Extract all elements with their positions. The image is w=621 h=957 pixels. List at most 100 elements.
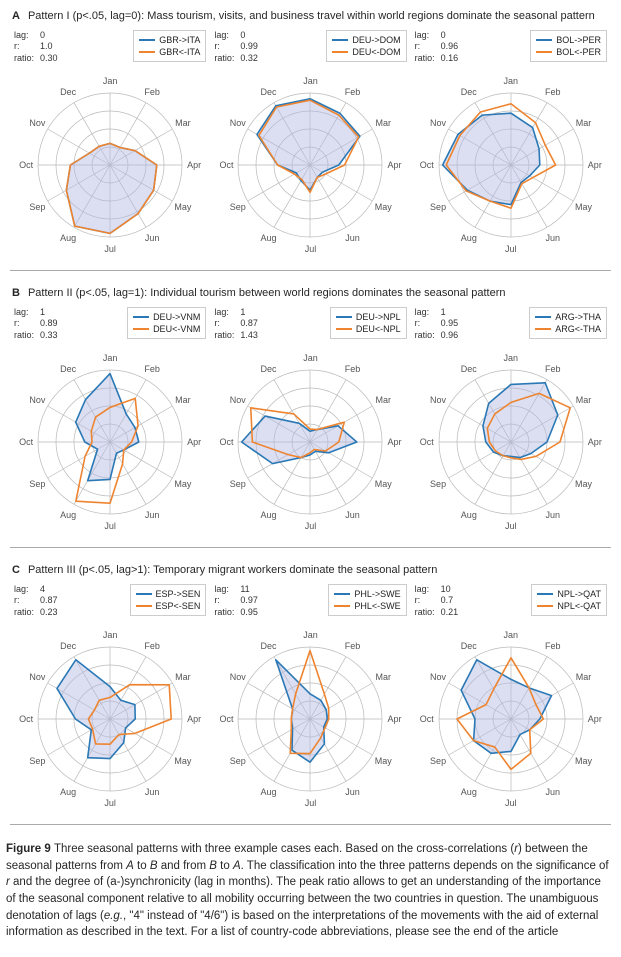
month-label: Apr [187, 160, 201, 170]
month-label: Aug [461, 233, 477, 243]
stat-value: 0.32 [240, 53, 258, 64]
radar-chart [15, 70, 205, 260]
stat-key: lag: [214, 30, 240, 41]
panel-0-1: lag:0r:0.99ratio:0.32DEU->DOMDEU<-DOMJan… [210, 30, 410, 260]
month-label: Jan [303, 76, 318, 86]
month-label: Nov [29, 395, 45, 405]
panel-1-2: lag:1r:0.95ratio:0.96ARG->THAARG<-THAJan… [411, 307, 611, 537]
legend-swatch [334, 593, 350, 595]
legend: DEU->DOMDEU<-DOM [326, 30, 406, 62]
month-label: May [575, 479, 592, 489]
legend-label: BOL->PER [556, 34, 601, 46]
month-label: Feb [144, 87, 160, 97]
stat-value: 1.0 [40, 41, 53, 52]
legend-swatch [537, 593, 553, 595]
caption-label: Figure 9 [6, 843, 54, 855]
month-label: Jul [505, 244, 517, 254]
stat-value: 0.7 [441, 595, 454, 606]
month-label: Sep [430, 202, 446, 212]
month-label: Mar [375, 118, 391, 128]
month-label: Jun [546, 510, 561, 520]
month-label: Jan [303, 353, 318, 363]
month-label: Feb [545, 364, 561, 374]
radar-chart [416, 624, 606, 814]
month-label: Sep [29, 479, 45, 489]
legend: PHL->SWEPHL<-SWE [328, 584, 406, 616]
month-label: Dec [260, 641, 276, 651]
month-label: Jan [303, 630, 318, 640]
month-label: Jun [546, 787, 561, 797]
month-label: Jul [305, 798, 317, 808]
separator [10, 824, 611, 825]
month-label: Dec [260, 87, 276, 97]
legend-swatch [136, 593, 152, 595]
stat-value: 11 [240, 584, 249, 595]
month-label: Nov [29, 672, 45, 682]
legend-label: DEU<-VNM [153, 323, 200, 335]
legend-swatch [133, 328, 149, 330]
month-label: Jan [504, 353, 519, 363]
stat-value: 0.16 [441, 53, 459, 64]
month-label: Nov [29, 118, 45, 128]
month-label: Oct [420, 714, 434, 724]
legend-swatch [336, 328, 352, 330]
stat-value: 0 [441, 30, 446, 41]
month-label: Aug [461, 510, 477, 520]
stat-value: 1.43 [240, 330, 258, 341]
month-label: Apr [387, 160, 401, 170]
stats-block: lag:10r:0.7ratio:0.21 [415, 584, 459, 618]
row-letter: B [12, 287, 20, 299]
row-title: Pattern III (p<.05, lag>1): Temporary mi… [28, 564, 437, 576]
stats-block: lag:0r:0.96ratio:0.16 [415, 30, 459, 64]
stat-key: lag: [214, 307, 240, 318]
legend-swatch [334, 605, 350, 607]
month-label: Jul [104, 798, 116, 808]
legend: ARG->THAARG<-THA [529, 307, 607, 339]
month-label: Sep [29, 202, 45, 212]
month-label: Dec [461, 87, 477, 97]
month-label: Dec [461, 364, 477, 374]
stat-value: 0.89 [40, 318, 58, 329]
stat-value: 4 [40, 584, 45, 595]
radar-chart [416, 70, 606, 260]
legend-label: DEU->VNM [153, 311, 200, 323]
month-label: Sep [430, 756, 446, 766]
month-label: Mar [576, 395, 592, 405]
month-label: Dec [260, 364, 276, 374]
legend-label: PHL<-SWE [354, 600, 400, 612]
row-B: lag:1r:0.89ratio:0.33DEU->VNMDEU<-VNMJan… [0, 301, 621, 541]
stat-value: 0.33 [40, 330, 58, 341]
stat-key: r: [14, 595, 40, 606]
month-label: Dec [461, 641, 477, 651]
separator [10, 270, 611, 271]
month-label: Oct [219, 714, 233, 724]
stat-key: ratio: [14, 607, 40, 618]
stat-key: ratio: [415, 330, 441, 341]
caption-text: Three seasonal patterns with three examp… [6, 843, 609, 938]
month-label: May [375, 202, 392, 212]
legend-swatch [336, 316, 352, 318]
stat-key: r: [415, 41, 441, 52]
stats-block: lag:4r:0.87ratio:0.23 [14, 584, 58, 618]
radar-chart [15, 624, 205, 814]
stat-key: ratio: [14, 330, 40, 341]
month-label: May [174, 756, 191, 766]
month-label: Jun [145, 787, 160, 797]
month-label: Oct [19, 714, 33, 724]
row-letter: C [12, 564, 20, 576]
month-label: Jun [345, 510, 360, 520]
stat-key: r: [415, 318, 441, 329]
legend: NPL->QATNPL<-QAT [531, 584, 607, 616]
month-label: May [575, 756, 592, 766]
legend-label: ARG->THA [555, 311, 601, 323]
legend: GBR->ITAGBR<-ITA [133, 30, 206, 62]
month-label: Jan [103, 630, 118, 640]
month-label: Mar [175, 118, 191, 128]
month-label: Apr [187, 714, 201, 724]
month-label: Dec [60, 87, 76, 97]
legend-swatch [332, 51, 348, 53]
stat-value: 0.96 [441, 330, 459, 341]
month-label: Jul [305, 244, 317, 254]
month-label: Mar [576, 118, 592, 128]
month-label: Feb [345, 641, 361, 651]
